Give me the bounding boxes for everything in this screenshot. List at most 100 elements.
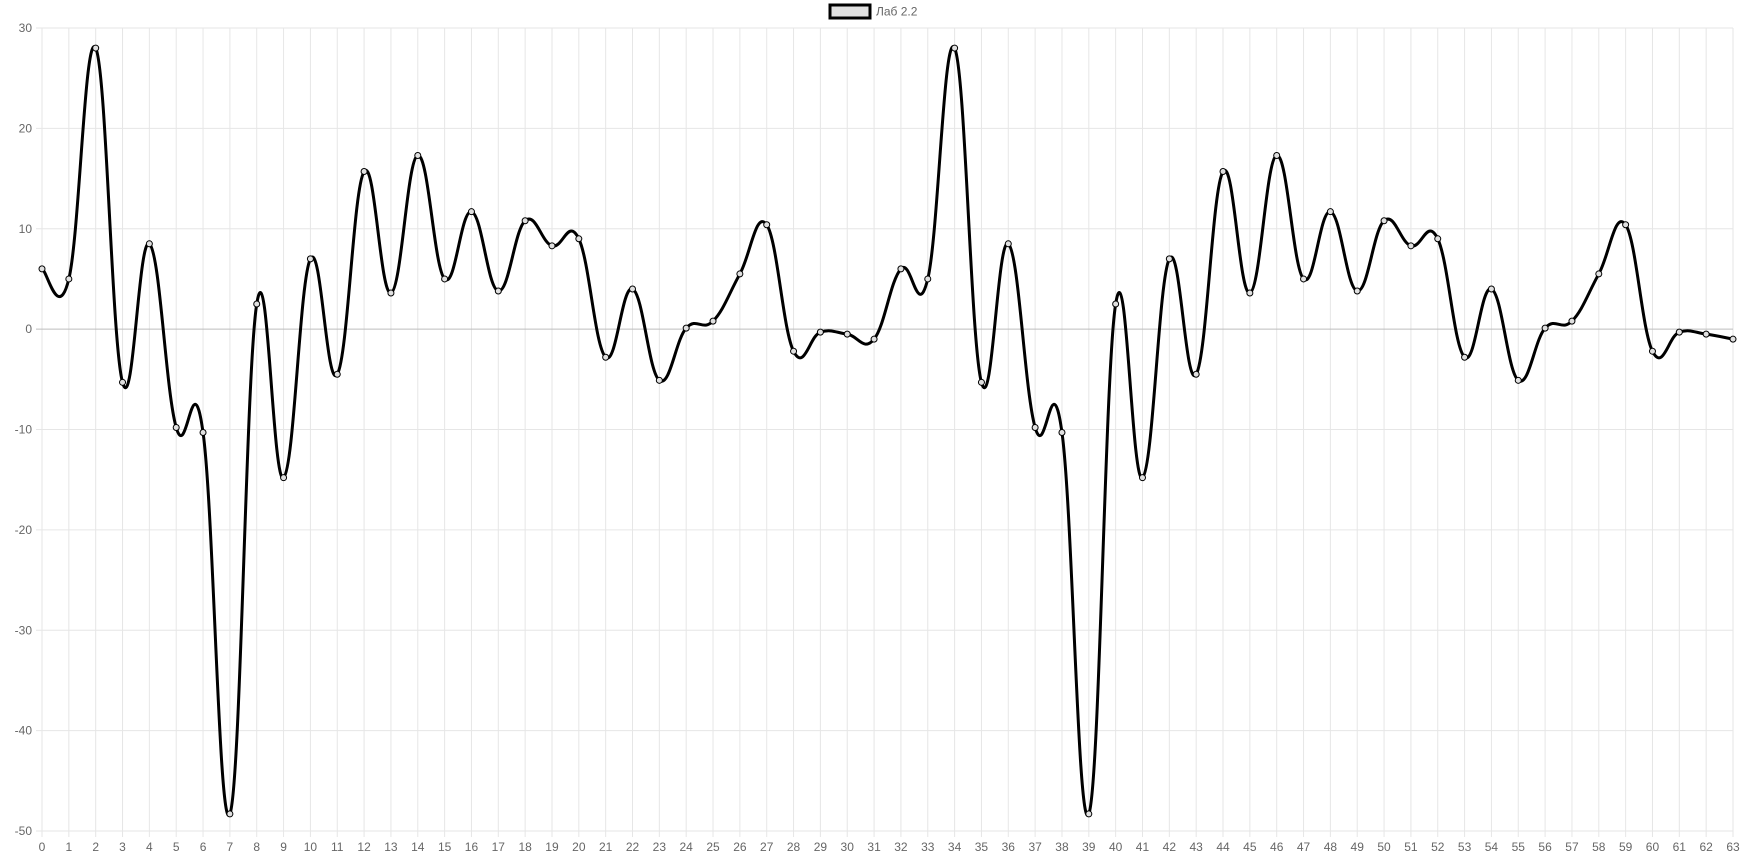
data-point[interactable] bbox=[1434, 235, 1442, 243]
data-point[interactable] bbox=[1568, 317, 1576, 325]
x-tick-label: 26 bbox=[733, 840, 747, 854]
data-point[interactable] bbox=[1514, 376, 1522, 384]
data-point[interactable] bbox=[1702, 330, 1710, 338]
x-tick-label: 55 bbox=[1512, 840, 1526, 854]
data-point[interactable] bbox=[1165, 255, 1173, 263]
data-point[interactable] bbox=[1541, 324, 1549, 332]
data-point[interactable] bbox=[1595, 270, 1603, 278]
data-point[interactable] bbox=[494, 287, 502, 295]
x-tick-label: 62 bbox=[1699, 840, 1713, 854]
x-tick-label: 36 bbox=[1002, 840, 1016, 854]
data-point[interactable] bbox=[1031, 423, 1039, 431]
x-tick-label: 41 bbox=[1136, 840, 1150, 854]
data-point[interactable] bbox=[441, 275, 449, 283]
data-point[interactable] bbox=[414, 151, 422, 159]
x-tick-label: 13 bbox=[384, 840, 398, 854]
x-tick-label: 61 bbox=[1673, 840, 1687, 854]
data-point[interactable] bbox=[736, 270, 744, 278]
x-tick-label: 23 bbox=[653, 840, 667, 854]
data-point[interactable] bbox=[65, 275, 73, 283]
x-tick-label: 18 bbox=[518, 840, 532, 854]
x-tick-label: 52 bbox=[1431, 840, 1445, 854]
x-tick-label: 63 bbox=[1726, 840, 1740, 854]
data-point[interactable] bbox=[548, 242, 556, 250]
data-point[interactable] bbox=[977, 378, 985, 386]
data-point[interactable] bbox=[1622, 221, 1630, 229]
data-point[interactable] bbox=[602, 353, 610, 361]
x-tick-label: 50 bbox=[1377, 840, 1391, 854]
data-point[interactable] bbox=[1138, 474, 1146, 482]
data-point[interactable] bbox=[92, 44, 100, 52]
data-point[interactable] bbox=[199, 429, 207, 437]
y-tick-label: -20 bbox=[15, 523, 33, 537]
data-point[interactable] bbox=[1407, 242, 1415, 250]
data-point[interactable] bbox=[253, 300, 261, 308]
x-tick-label: 1 bbox=[65, 840, 72, 854]
data-point[interactable] bbox=[333, 370, 341, 378]
data-point[interactable] bbox=[1326, 208, 1334, 216]
data-point[interactable] bbox=[119, 378, 127, 386]
data-point[interactable] bbox=[870, 335, 878, 343]
data-point[interactable] bbox=[521, 217, 529, 225]
data-point[interactable] bbox=[575, 235, 583, 243]
legend[interactable]: Лаб 2.2 bbox=[828, 3, 918, 20]
data-point[interactable] bbox=[629, 285, 637, 293]
data-point[interactable] bbox=[306, 255, 314, 263]
data-point[interactable] bbox=[38, 265, 46, 273]
data-point[interactable] bbox=[1219, 168, 1227, 176]
data-point[interactable] bbox=[172, 423, 180, 431]
data-point[interactable] bbox=[682, 324, 690, 332]
data-point[interactable] bbox=[1648, 347, 1656, 355]
x-tick-label: 9 bbox=[280, 840, 287, 854]
data-point[interactable] bbox=[1004, 240, 1012, 248]
data-point[interactable] bbox=[1380, 217, 1388, 225]
legend-label: Лаб 2.2 bbox=[876, 5, 918, 19]
x-tick-label: 4 bbox=[146, 840, 153, 854]
data-point[interactable] bbox=[1192, 370, 1200, 378]
data-point[interactable] bbox=[816, 328, 824, 336]
x-tick-label: 56 bbox=[1538, 840, 1552, 854]
data-point[interactable] bbox=[951, 44, 959, 52]
x-tick-label: 17 bbox=[492, 840, 506, 854]
x-tick-label: 54 bbox=[1485, 840, 1499, 854]
x-tick-label: 12 bbox=[357, 840, 371, 854]
data-point[interactable] bbox=[709, 317, 717, 325]
x-tick-label: 3 bbox=[119, 840, 126, 854]
data-point[interactable] bbox=[1273, 151, 1281, 159]
data-point[interactable] bbox=[1246, 289, 1254, 297]
data-point[interactable] bbox=[843, 330, 851, 338]
data-point[interactable] bbox=[1353, 287, 1361, 295]
x-tick-label: 28 bbox=[787, 840, 801, 854]
x-tick-label: 46 bbox=[1270, 840, 1284, 854]
data-point[interactable] bbox=[897, 265, 905, 273]
x-tick-label: 29 bbox=[814, 840, 828, 854]
data-point[interactable] bbox=[387, 289, 395, 297]
x-tick-label: 42 bbox=[1163, 840, 1177, 854]
data-point[interactable] bbox=[763, 221, 771, 229]
data-point[interactable] bbox=[790, 347, 798, 355]
x-tick-label: 11 bbox=[331, 840, 344, 854]
x-tick-label: 49 bbox=[1351, 840, 1365, 854]
data-point[interactable] bbox=[1058, 429, 1066, 437]
data-point[interactable] bbox=[1085, 810, 1093, 818]
data-point[interactable] bbox=[467, 208, 475, 216]
data-point[interactable] bbox=[1675, 328, 1683, 336]
x-tick-label: 39 bbox=[1082, 840, 1096, 854]
data-point[interactable] bbox=[1112, 300, 1120, 308]
data-point[interactable] bbox=[280, 474, 288, 482]
data-point[interactable] bbox=[655, 376, 663, 384]
data-point[interactable] bbox=[1729, 335, 1737, 343]
data-point[interactable] bbox=[360, 168, 368, 176]
data-point[interactable] bbox=[226, 810, 234, 818]
data-point[interactable] bbox=[1487, 285, 1495, 293]
x-tick-label: 47 bbox=[1297, 840, 1311, 854]
x-tick-label: 44 bbox=[1216, 840, 1230, 854]
x-tick-label: 59 bbox=[1619, 840, 1633, 854]
data-point[interactable] bbox=[1300, 275, 1308, 283]
data-point[interactable] bbox=[145, 240, 153, 248]
y-tick-label: -40 bbox=[15, 724, 33, 738]
y-tick-label: -10 bbox=[15, 423, 33, 437]
data-point[interactable] bbox=[1461, 353, 1469, 361]
legend-swatch bbox=[828, 3, 872, 20]
data-point[interactable] bbox=[924, 275, 932, 283]
